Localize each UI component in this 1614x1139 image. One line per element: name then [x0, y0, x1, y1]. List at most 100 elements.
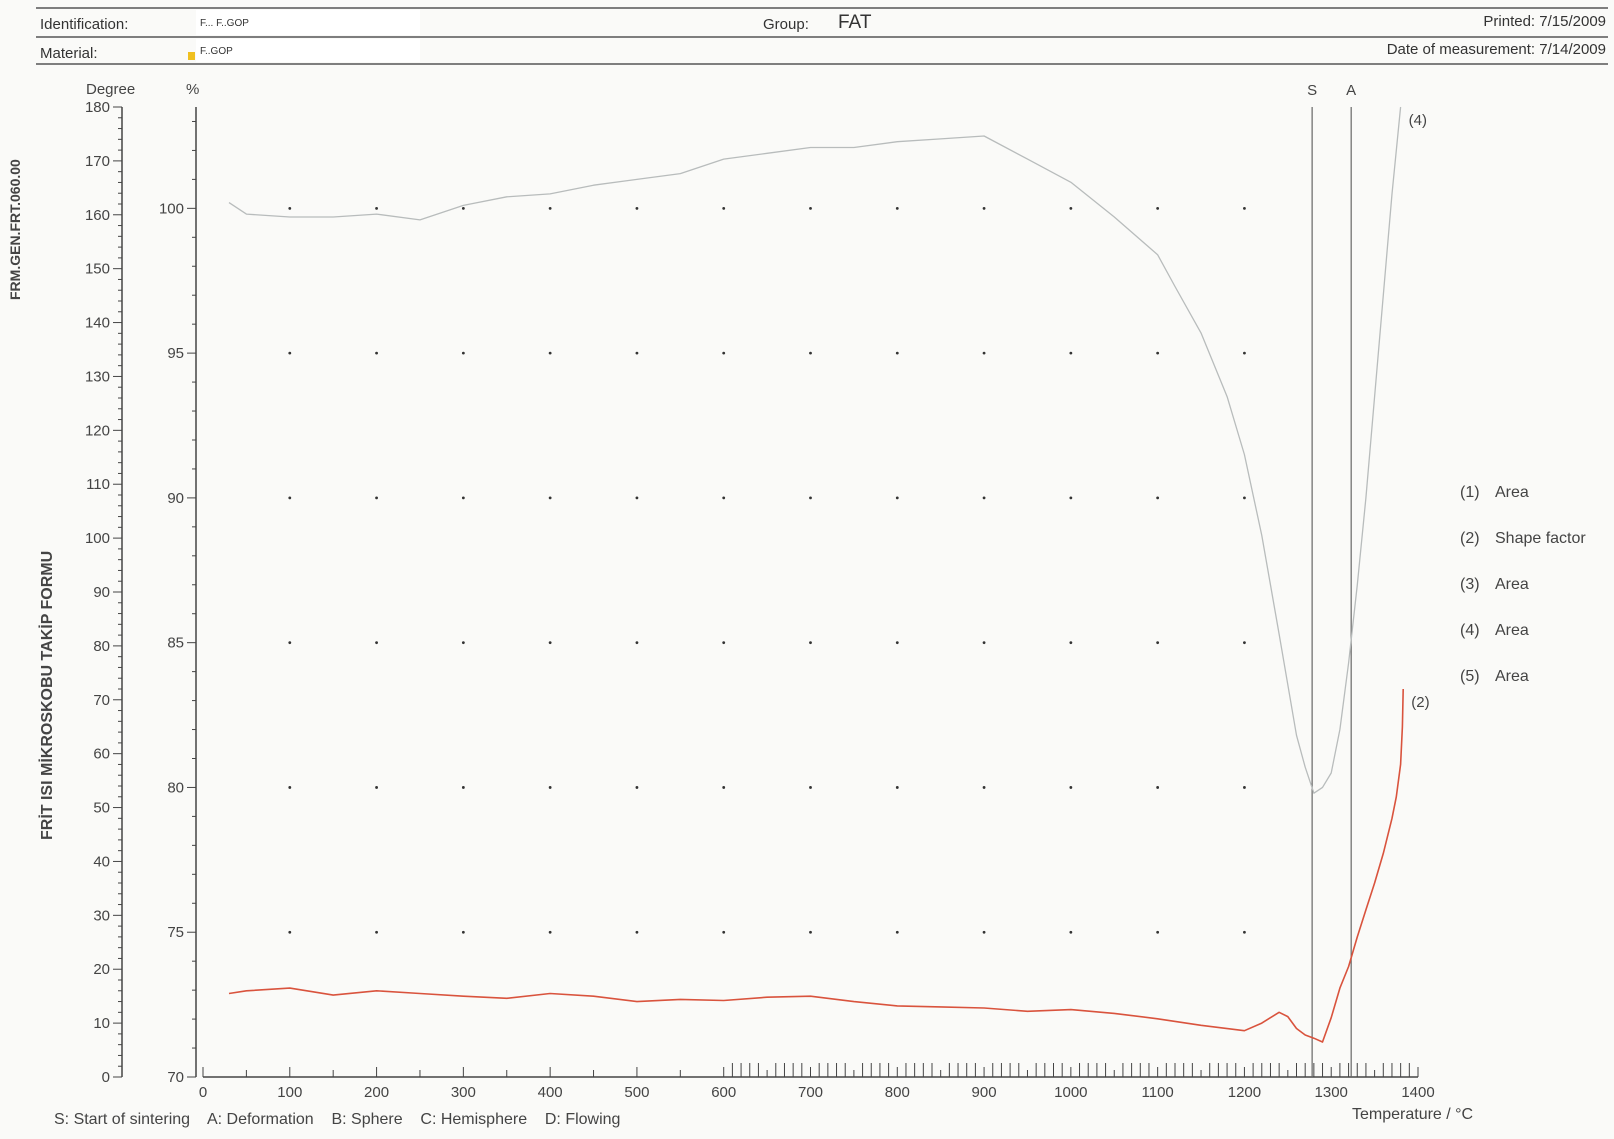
grid-dot [375, 786, 378, 789]
grid-dot [461, 641, 465, 645]
legend: (1) Area (2) Shape factor (3) Area (4) Area (5) A… [1460, 484, 1586, 685]
grid-dot [1156, 496, 1160, 500]
percent-tick-label: 85 [167, 635, 184, 652]
grid-dot [375, 930, 378, 934]
identification-label: Identification: [40, 16, 128, 33]
grid-dot [635, 786, 639, 789]
grid-dot [375, 206, 378, 210]
series-line-2 [228, 688, 1404, 1043]
grid-dot [982, 351, 986, 355]
grid-dot [635, 206, 639, 210]
series-end-label-2: (2) [1411, 694, 1429, 711]
percent-tick-label: 80 [167, 779, 184, 796]
legend-label: Area [1495, 484, 1529, 501]
footer-legend: S: Start of sintering A: Deformation B: … [54, 1111, 620, 1128]
grid-dot [548, 206, 552, 210]
grid-dot [722, 786, 726, 789]
x-tick-label: 500 [624, 1084, 649, 1101]
grid-dot [895, 641, 899, 645]
grid-dot [375, 496, 378, 500]
x-tick-label: 1100 [1142, 1084, 1174, 1101]
degree-axis-title: Degree [86, 81, 135, 98]
grid-dot [1243, 930, 1246, 934]
grid-dot [635, 930, 639, 934]
degree-tick-label: 120 [85, 422, 110, 439]
degree-tick-label: 90 [93, 584, 110, 601]
degree-tick-label: 70 [93, 692, 110, 709]
percent-tick-label: 75 [167, 924, 184, 941]
series-end-label-1: (4) [1409, 112, 1427, 129]
legend-label: Area [1495, 668, 1529, 685]
group-label: Group: [763, 16, 809, 33]
series-line-1 [228, 106, 1402, 794]
degree-tick-label: 0 [102, 1069, 110, 1086]
grid-dot [288, 930, 292, 934]
axes: 0 10 20 30 40 50 60 70 80 90 100 110 120 130 140 150 160… [85, 99, 1435, 1101]
material-label: Material: [40, 45, 98, 62]
percent-tick-label: 90 [167, 490, 184, 507]
measurement-date: Date of measurement: 7/14/2009 [1387, 41, 1606, 58]
grid-dot [548, 641, 552, 645]
grid-dot [809, 351, 812, 355]
grid-dot [1069, 786, 1073, 789]
x-tick-label: 1000 [1054, 1084, 1087, 1101]
grid-dot [982, 930, 986, 934]
grid-dot [722, 930, 726, 934]
plot-area: S A (4) (2) [228, 82, 1430, 1077]
degree-tick-label: 130 [85, 368, 110, 385]
grid-dot [1156, 930, 1160, 934]
degree-tick-label: 80 [93, 638, 110, 655]
grid-dot [288, 641, 292, 645]
grid-dot [722, 351, 726, 355]
grid-dot [982, 206, 986, 210]
percent-tick-label: 100 [159, 200, 184, 217]
grid-dot [375, 641, 378, 645]
legend-id: (3) [1460, 576, 1480, 593]
grid-dots [288, 206, 1246, 934]
degree-tick-label: 110 [86, 476, 110, 493]
grid-dot [722, 206, 726, 210]
grid-dot [1156, 206, 1160, 210]
x-tick-label: 1300 [1315, 1084, 1348, 1101]
grid-dot [895, 496, 899, 500]
grid-dot [1156, 786, 1160, 789]
degree-tick-label: 160 [85, 207, 110, 224]
legend-id: (2) [1460, 530, 1480, 547]
grid-dot [722, 641, 726, 645]
x-tick-label: 600 [711, 1084, 736, 1101]
legend-id: (4) [1460, 622, 1480, 639]
percent-axis-title: % [186, 81, 199, 98]
x-tick-label: 200 [364, 1084, 389, 1101]
form-code: FRM.GEN.FRT.060.00 [7, 159, 23, 300]
marker-label-a: A [1346, 82, 1356, 99]
grid-dot [1069, 351, 1073, 355]
x-tick-label: 0 [199, 1084, 207, 1101]
material-box [196, 39, 420, 62]
grid-dot [635, 496, 639, 500]
grid-dot [722, 496, 726, 500]
grid-dot [635, 641, 639, 645]
grid-dot [288, 496, 292, 500]
grid-dot [1243, 786, 1246, 789]
legend-label: Area [1495, 576, 1529, 593]
grid-dot [548, 930, 552, 934]
x-tick-label: 1200 [1228, 1084, 1261, 1101]
percent-tick-label: 70 [167, 1069, 184, 1086]
form-title: FRİT ISI MİKROSKOBU TAKİP FORMU [38, 551, 56, 840]
legend-id: (1) [1460, 484, 1480, 501]
grid-dot [1069, 206, 1073, 210]
grid-dot [548, 786, 552, 789]
grid-dot [809, 930, 812, 934]
grid-dot [982, 786, 986, 789]
grid-dot [1243, 641, 1246, 645]
grid-dot [1156, 641, 1160, 645]
grid-dot [288, 206, 292, 210]
grid-dot [461, 930, 465, 934]
grid-dot [809, 496, 812, 500]
grid-dot [982, 496, 986, 500]
percent-tick-label: 95 [167, 345, 184, 362]
grid-dot [895, 930, 899, 934]
grid-dot [1069, 930, 1073, 934]
grid-dot [809, 641, 812, 645]
